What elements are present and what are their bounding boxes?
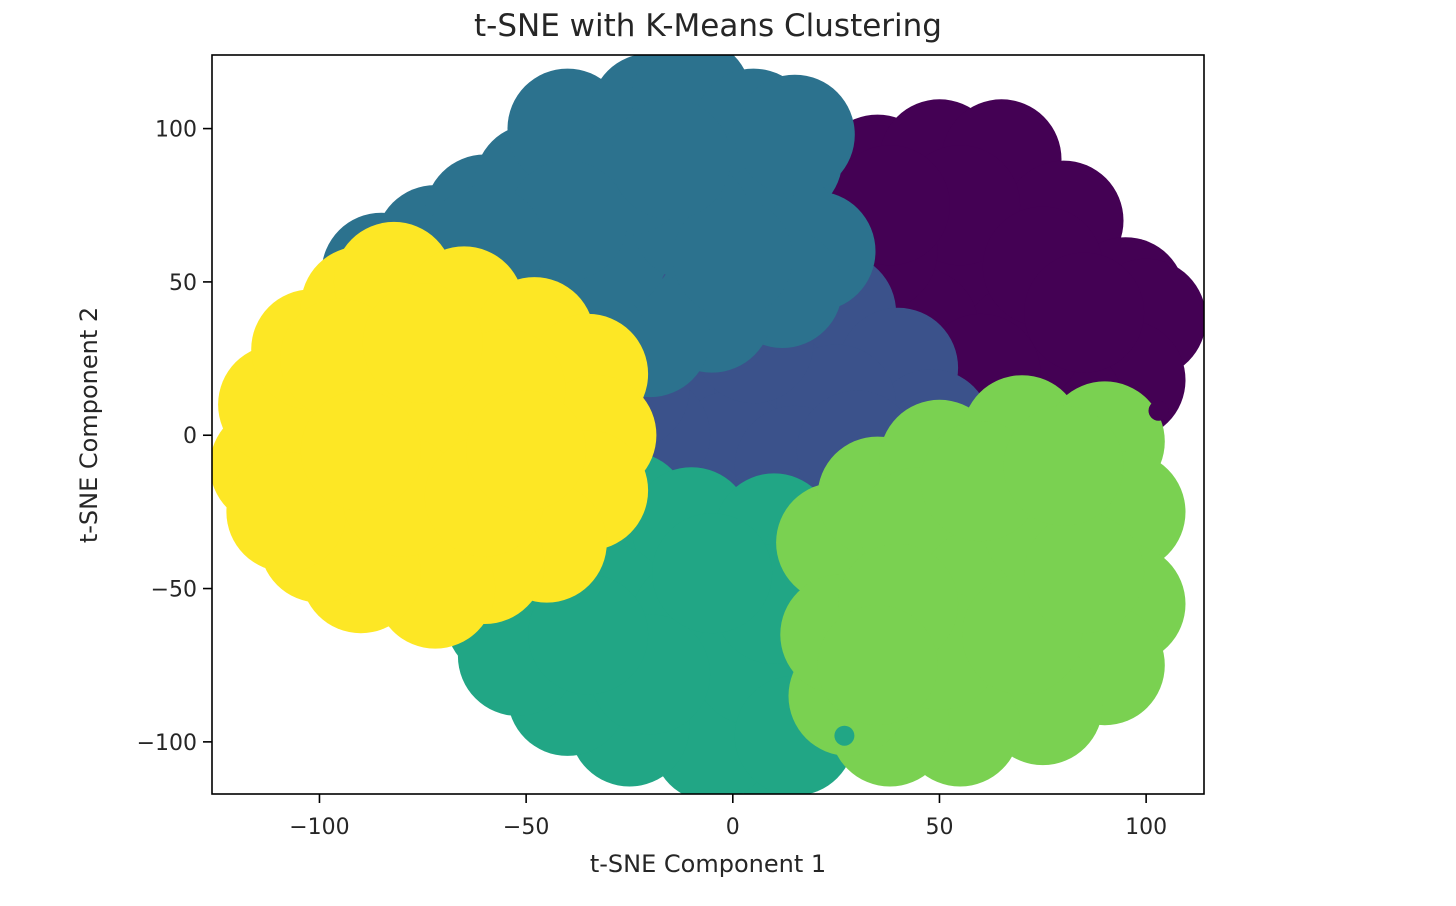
x-axis: −100 −50 0 50 100	[289, 794, 1167, 840]
chart-title: t-SNE with K-Means Clustering	[474, 8, 942, 44]
scatter-point	[672, 197, 793, 318]
y-tick-label: −100	[137, 731, 197, 756]
scatter-point	[610, 99, 731, 220]
plot-frame	[211, 54, 1205, 795]
y-tick-label: −50	[151, 578, 197, 603]
scatter-point	[834, 725, 855, 746]
x-tick-label: 100	[1125, 815, 1167, 840]
scatter-point	[1024, 513, 1145, 634]
x-tick-label: −50	[503, 815, 549, 840]
x-tick-label: −100	[289, 815, 349, 840]
scatter-point	[784, 133, 805, 154]
x-tick-label: 0	[726, 815, 740, 840]
scatter-point	[528, 574, 649, 695]
scatter-point	[1003, 405, 1124, 526]
y-tick-label: 50	[169, 271, 197, 296]
scatter-point	[1024, 252, 1145, 373]
scatter-point	[300, 390, 421, 511]
points-layer	[212, 55, 1204, 794]
x-tick-label: 50	[925, 815, 953, 840]
y-tick-label: 100	[155, 118, 197, 143]
y-axis: −100 −50 0 50 100	[137, 118, 212, 756]
y-axis-label: t-SNE Component 2	[75, 307, 103, 543]
scatter-point	[362, 283, 483, 404]
scatter-point	[1148, 400, 1169, 421]
x-axis-label: t-SNE Component 1	[590, 850, 826, 878]
y-tick-label: 0	[183, 424, 197, 449]
scatter-point	[466, 390, 587, 511]
scatter-point	[817, 605, 938, 726]
scatter-point	[652, 513, 773, 634]
